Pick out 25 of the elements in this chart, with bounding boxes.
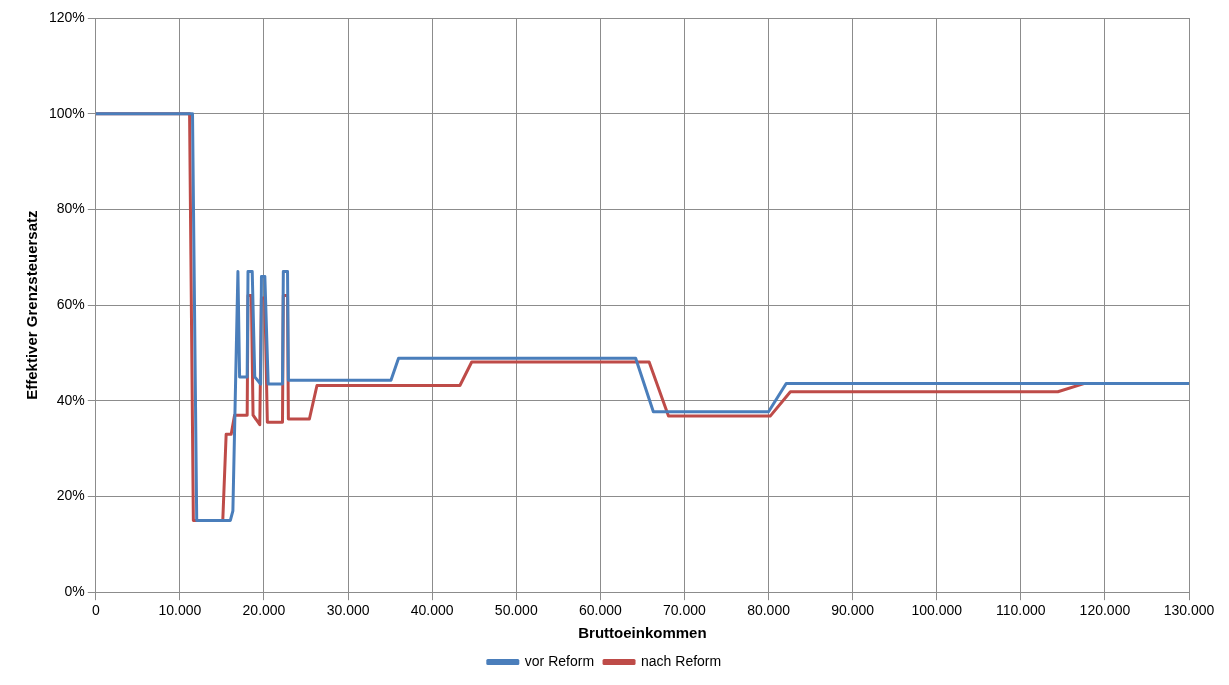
x-tick-label: 120.000 (1079, 602, 1131, 619)
y-tick-label: 40% (56, 391, 85, 408)
y-tick-label: 20% (56, 487, 85, 504)
x-axis-title: Bruttoeinkommen (578, 624, 707, 642)
x-tick-label: 30.000 (326, 602, 370, 619)
y-tick-label: 120% (48, 8, 85, 25)
y-axis-title: Effektiver Grenzsteuersatz (23, 210, 41, 400)
y-tick-label: 80% (56, 200, 85, 217)
x-tick-label: 80.000 (747, 602, 791, 619)
x-tick-label: 0 (91, 602, 100, 619)
x-tick-label: 10.000 (158, 602, 202, 619)
y-tick-label: 0% (64, 583, 85, 600)
x-tick-label: 100.000 (911, 602, 963, 619)
x-tick-label: 70.000 (663, 602, 707, 619)
x-tick-label: 20.000 (242, 602, 286, 619)
x-tick-label: 50.000 (494, 602, 538, 619)
y-tick-label: 60% (56, 295, 85, 312)
x-tick-label: 110.000 (996, 602, 1046, 619)
legend-label: vor Reform (524, 652, 595, 669)
x-tick-label: 40.000 (410, 602, 454, 619)
x-tick-label: 60.000 (578, 602, 622, 619)
x-tick-label: 130.000 (1163, 602, 1215, 619)
x-tick-label: 90.000 (831, 602, 875, 619)
legend-label: nach Reform (641, 652, 722, 669)
y-tick-label: 100% (48, 104, 85, 121)
